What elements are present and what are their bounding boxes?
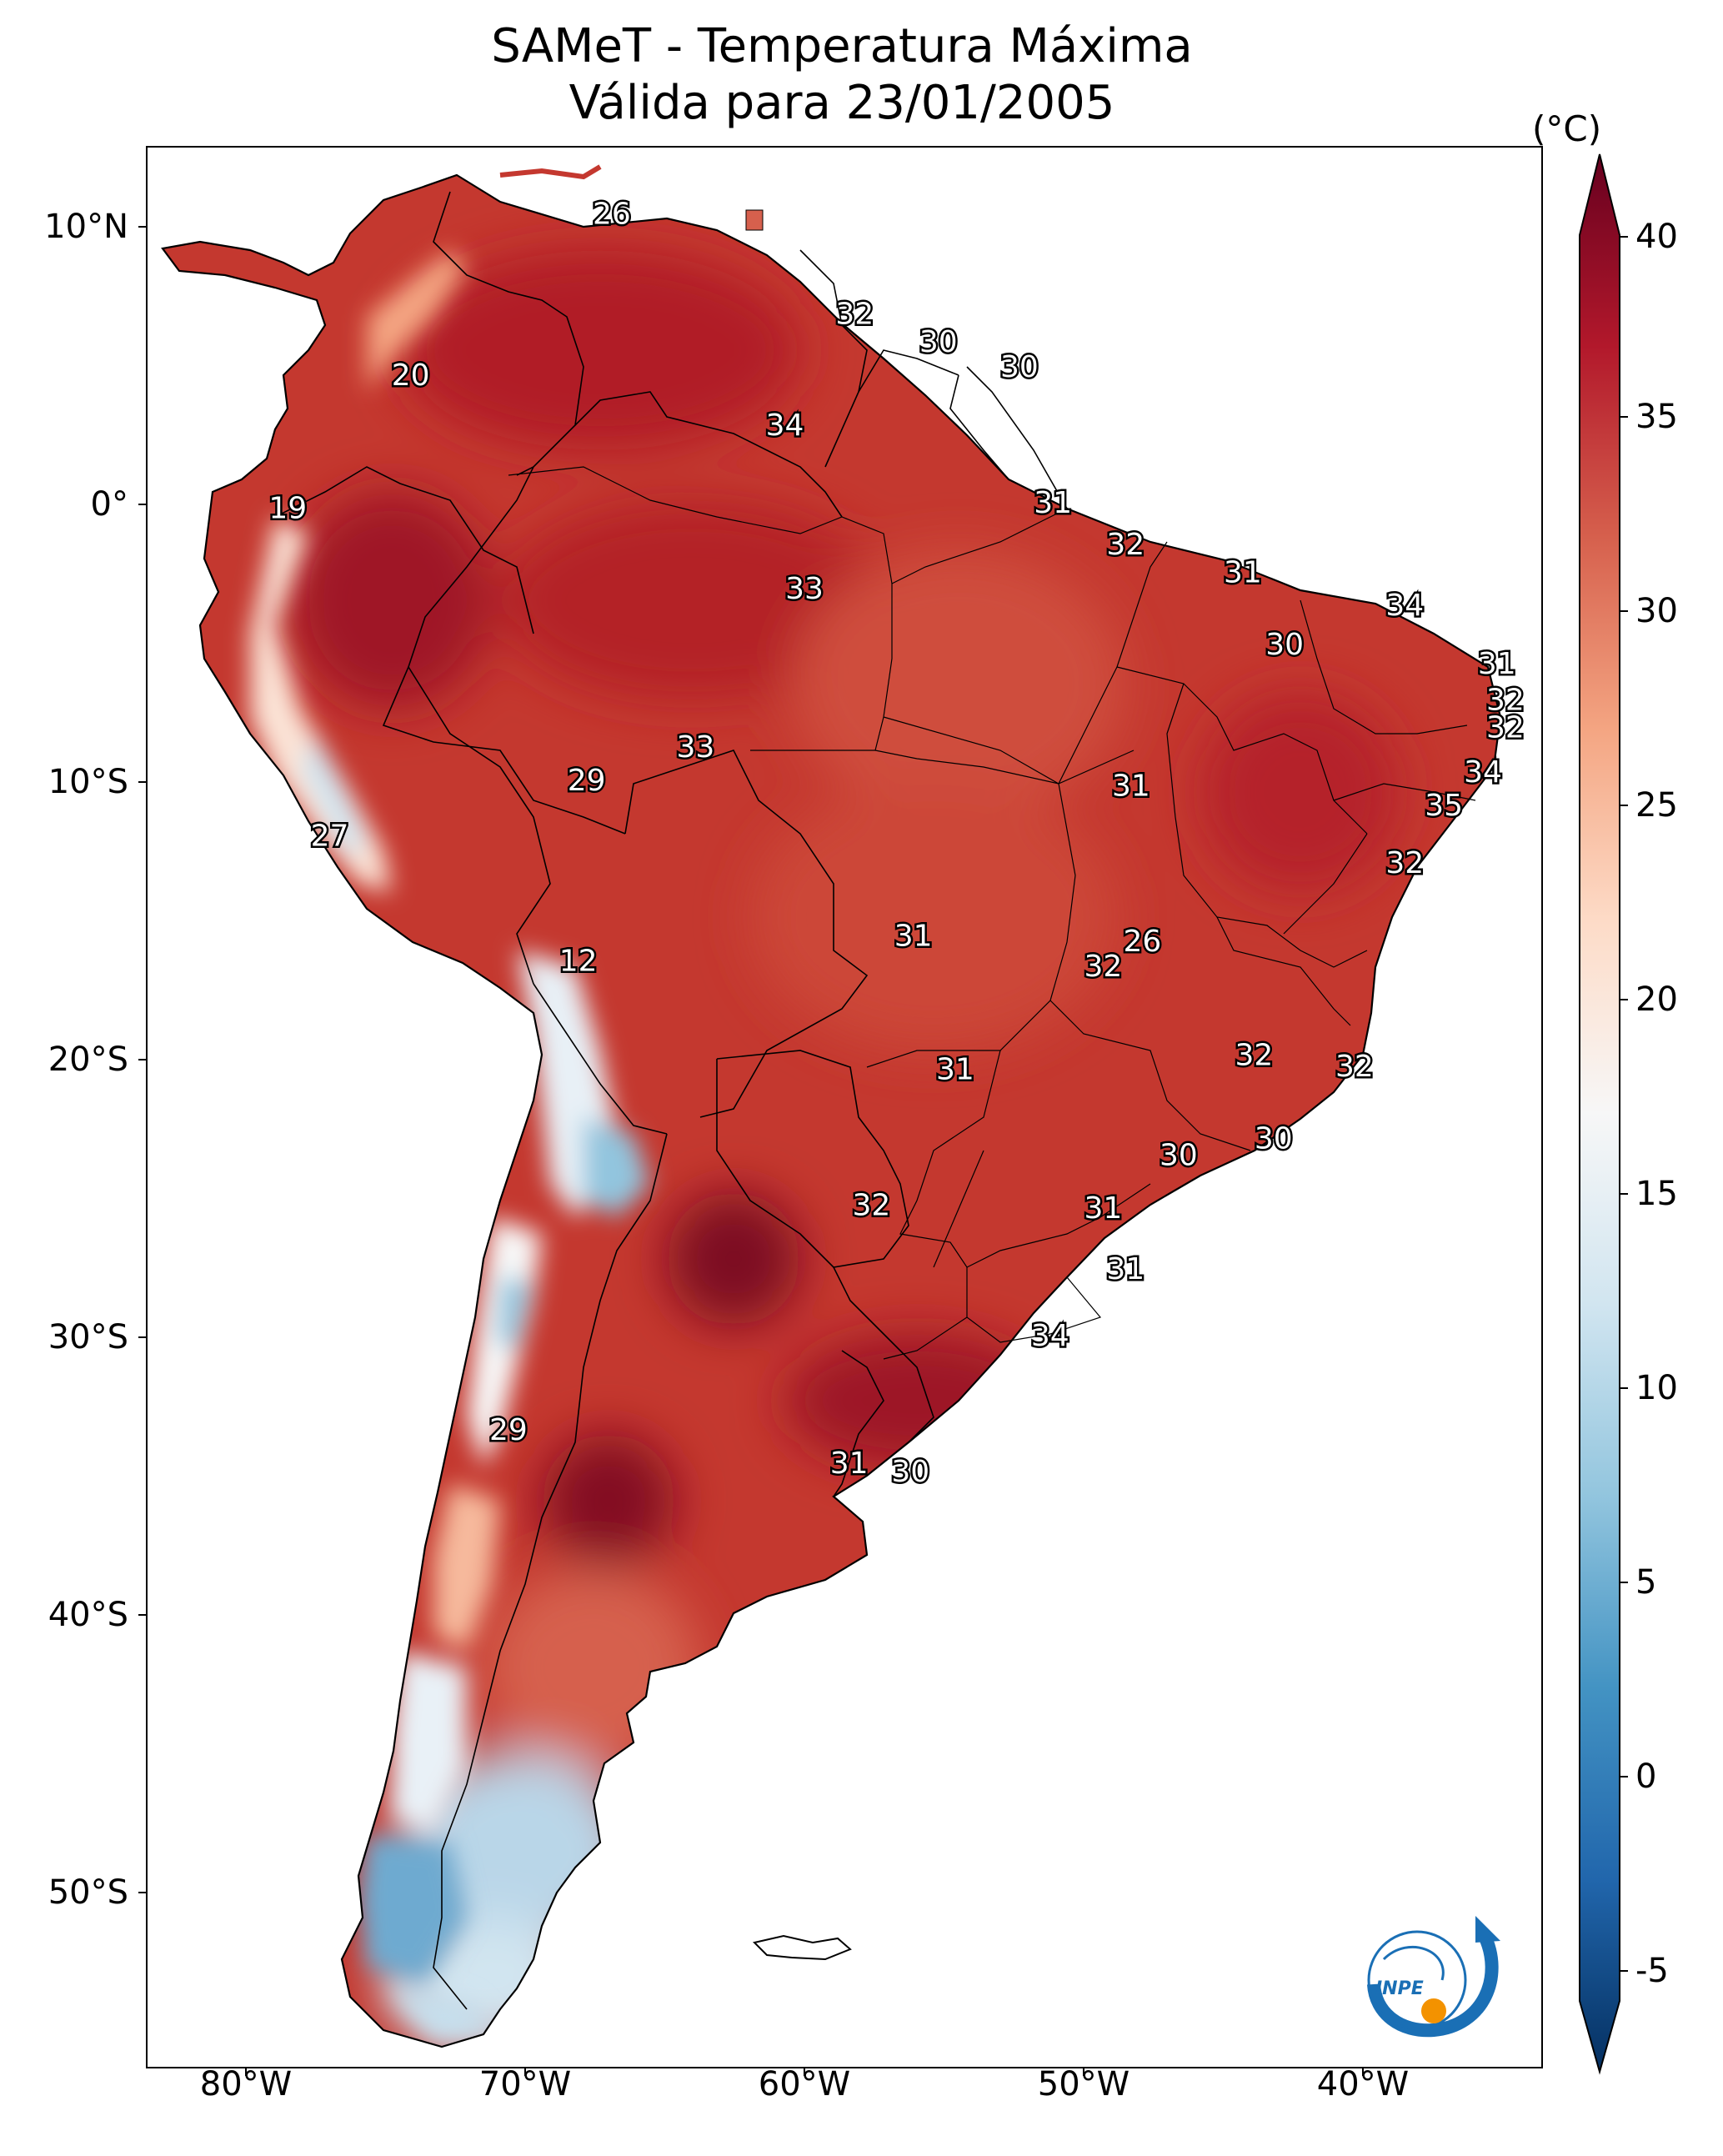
station-label: 30 [919,325,958,359]
station-label: 34 [1385,589,1424,623]
colorbar-tick-label: 10 [1635,1369,1678,1407]
station-label: 26 [593,198,631,232]
station-label: 30 [1160,1139,1198,1173]
station-label: 30 [1265,628,1304,662]
station-label: 31 [894,919,933,953]
colorbar-tick-label: 40 [1635,218,1678,256]
lat-tick-label: 40°S [48,1596,128,1634]
station-label: 29 [489,1413,528,1447]
lat-tick-label: 30°S [48,1318,128,1356]
station-label: 34 [1464,755,1502,790]
station-label: 32 [852,1188,890,1222]
station-label: 26 [1123,925,1161,959]
station-label: 31 [1112,770,1150,804]
colorbar-tick-label: -5 [1635,1952,1669,1990]
lon-tick-label: 40°W [1316,2065,1410,2103]
colorbar-tick-label: 0 [1635,1757,1657,1796]
lat-tick-label: 50°S [48,1873,128,1912]
axis-ticks [138,226,1364,2076]
station-label: 32 [835,298,874,332]
station-label: 32 [1084,950,1123,984]
station-label: 31 [1224,555,1262,589]
station-label: 32 [1106,528,1144,562]
station-label: 33 [785,572,824,606]
station-label: 31 [1034,486,1072,520]
station-label: 31 [1106,1252,1144,1286]
inpe-logo: INPE [1367,1916,1500,2038]
colorbar-tick-label: 25 [1635,786,1678,825]
lon-tick-label: 50°W [1037,2065,1130,2103]
station-label: 32 [1385,846,1424,880]
colorbar-tick-label: 20 [1635,980,1678,1019]
station-label: 31 [1478,647,1516,681]
station-label: 12 [559,944,598,978]
station-label: 20 [392,358,430,393]
station-label: 35 [1425,789,1463,823]
colorbar-tick-label: 15 [1635,1175,1678,1213]
station-label: 31 [830,1447,869,1481]
state-borders [508,466,1476,1360]
station-label: 34 [1031,1319,1069,1353]
station-label: 27 [311,820,349,854]
station-label: 31 [936,1052,974,1086]
map-subtitle: Válida para 23/01/2005 [568,76,1115,130]
station-label: 19 [268,492,307,526]
lat-tick-label: 10°N [44,208,128,246]
station-label: 32 [1335,1050,1374,1084]
svg-text:INPE: INPE [1375,1978,1424,1999]
lon-tick-label: 60°W [758,2065,851,2103]
map-title: SAMeT - Temperatura Máxima [491,19,1193,73]
lon-tick-label: 70°W [478,2065,572,2103]
colorbar-tick-label: 30 [1635,592,1678,630]
station-label: 34 [766,409,804,443]
station-label: 30 [1255,1122,1293,1156]
colorbar-tick-label: 5 [1635,1563,1657,1602]
station-label: 29 [568,764,606,798]
station-label: 30 [1000,350,1039,384]
colorbar-unit: (°C) [1532,108,1602,149]
station-label: 32 [1486,683,1525,717]
station-label: 32 [1486,711,1525,745]
colorbar-tick-label: 35 [1635,398,1678,436]
lat-tick-label: 0° [90,485,128,524]
station-label: 33 [676,730,714,765]
lon-tick-label: 80°W [199,2065,293,2103]
station-label: 31 [1084,1191,1123,1226]
station-label: 30 [891,1455,929,1489]
lat-tick-label: 10°S [48,763,128,801]
country-borders [274,191,1068,2010]
islands [499,164,852,1961]
station-label: 32 [1235,1039,1273,1073]
lat-tick-label: 20°S [48,1040,128,1079]
